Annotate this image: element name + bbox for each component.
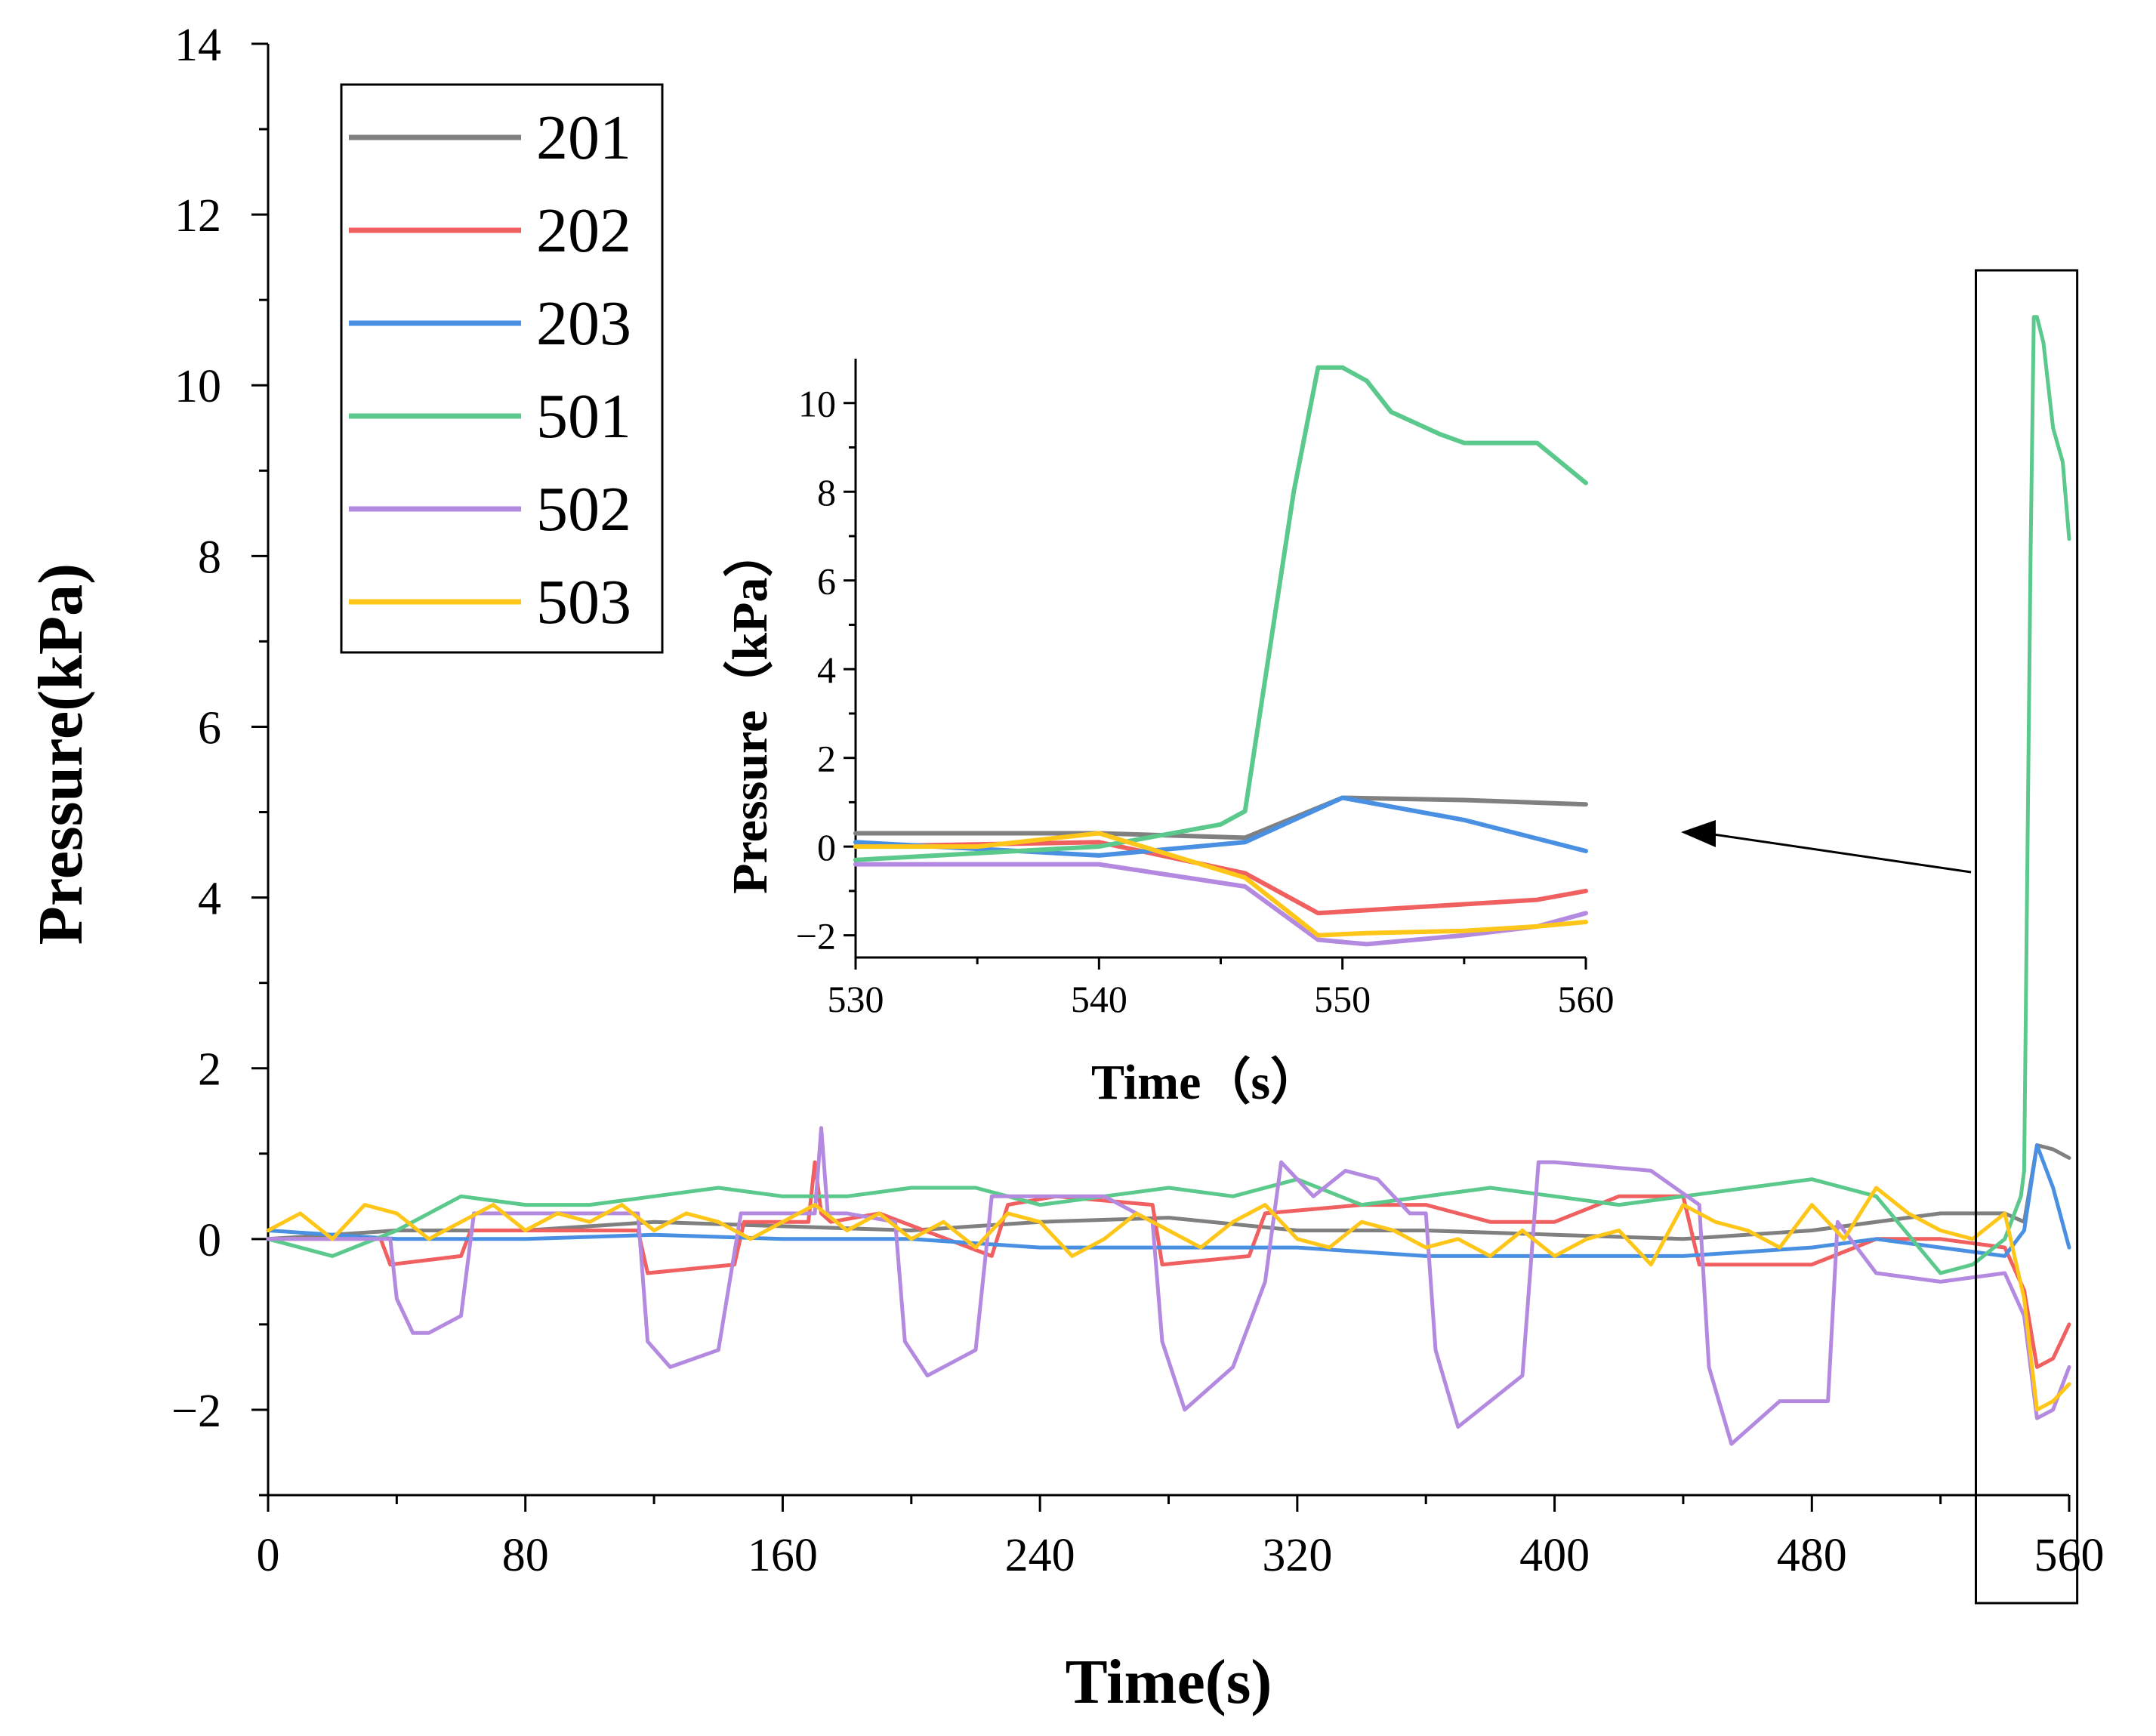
inset-y-tick-label: 8 — [817, 471, 836, 513]
inset-y-tick-label: 0 — [817, 826, 836, 868]
y-tick-label: 6 — [198, 702, 221, 754]
y-tick-label: 8 — [198, 532, 221, 583]
series-line-501 — [266, 315, 2071, 1275]
x-tick-label: 400 — [1519, 1530, 1590, 1581]
highlight-box — [1974, 269, 2079, 1605]
inset-y-tick-label: 10 — [798, 383, 836, 425]
legend-label-201: 201 — [536, 103, 631, 173]
legend-label-502: 502 — [536, 474, 631, 544]
inset-y-tick-label: −2 — [796, 915, 836, 957]
inset-series-line-501 — [853, 365, 1588, 862]
x-tick-label: 480 — [1777, 1530, 1847, 1581]
x-tick-label: 0 — [257, 1530, 280, 1581]
legend-label-202: 202 — [536, 196, 631, 266]
series-line-503 — [266, 1186, 2071, 1412]
y-tick-label: −2 — [171, 1386, 221, 1437]
inset-y-tick-label: 6 — [817, 560, 836, 603]
legend-box — [340, 83, 664, 654]
inset-x-tick-label: 560 — [1558, 978, 1615, 1020]
inset-y-tick-label: 4 — [817, 649, 836, 691]
y-tick-label: 12 — [174, 190, 221, 242]
inset-y-axis-title: Pressure（kPa） — [722, 528, 778, 894]
x-tick-label: 560 — [2034, 1530, 2105, 1581]
series-line-202 — [266, 1160, 2071, 1369]
series-line-502 — [266, 1126, 2071, 1446]
inset-series-line-203 — [853, 795, 1588, 858]
legend-label-503: 503 — [536, 567, 631, 637]
inset-series-line-202 — [853, 840, 1588, 916]
legend-label-501: 501 — [536, 381, 631, 452]
inset-series-line-201 — [853, 795, 1588, 840]
legend-label-203: 203 — [536, 288, 631, 359]
x-tick-label: 160 — [748, 1530, 818, 1581]
callout-arrow-line — [1707, 832, 1972, 874]
inset-x-tick-label: 540 — [1071, 978, 1127, 1020]
y-tick-label: 4 — [198, 874, 221, 925]
inset-x-tick-label: 530 — [828, 978, 884, 1020]
x-tick-label: 320 — [1262, 1530, 1332, 1581]
y-axis-title: Pressure(kPa) — [26, 563, 96, 945]
inset-x-axis-title: Time（s） — [1091, 1054, 1320, 1110]
inset-x-tick-label: 550 — [1314, 978, 1371, 1020]
series-line-203 — [266, 1143, 2071, 1258]
callout-arrowhead — [1681, 820, 1716, 847]
inset-series-line-503 — [853, 831, 1588, 938]
y-tick-label: 14 — [174, 20, 221, 71]
x-tick-label: 80 — [502, 1530, 549, 1581]
y-tick-label: 2 — [198, 1044, 221, 1096]
inset-y-tick-label: 2 — [817, 738, 836, 780]
x-axis-title: Time(s) — [1066, 1647, 1272, 1717]
y-tick-label: 0 — [198, 1215, 221, 1266]
y-tick-label: 10 — [174, 361, 221, 412]
x-tick-label: 240 — [1005, 1530, 1075, 1581]
